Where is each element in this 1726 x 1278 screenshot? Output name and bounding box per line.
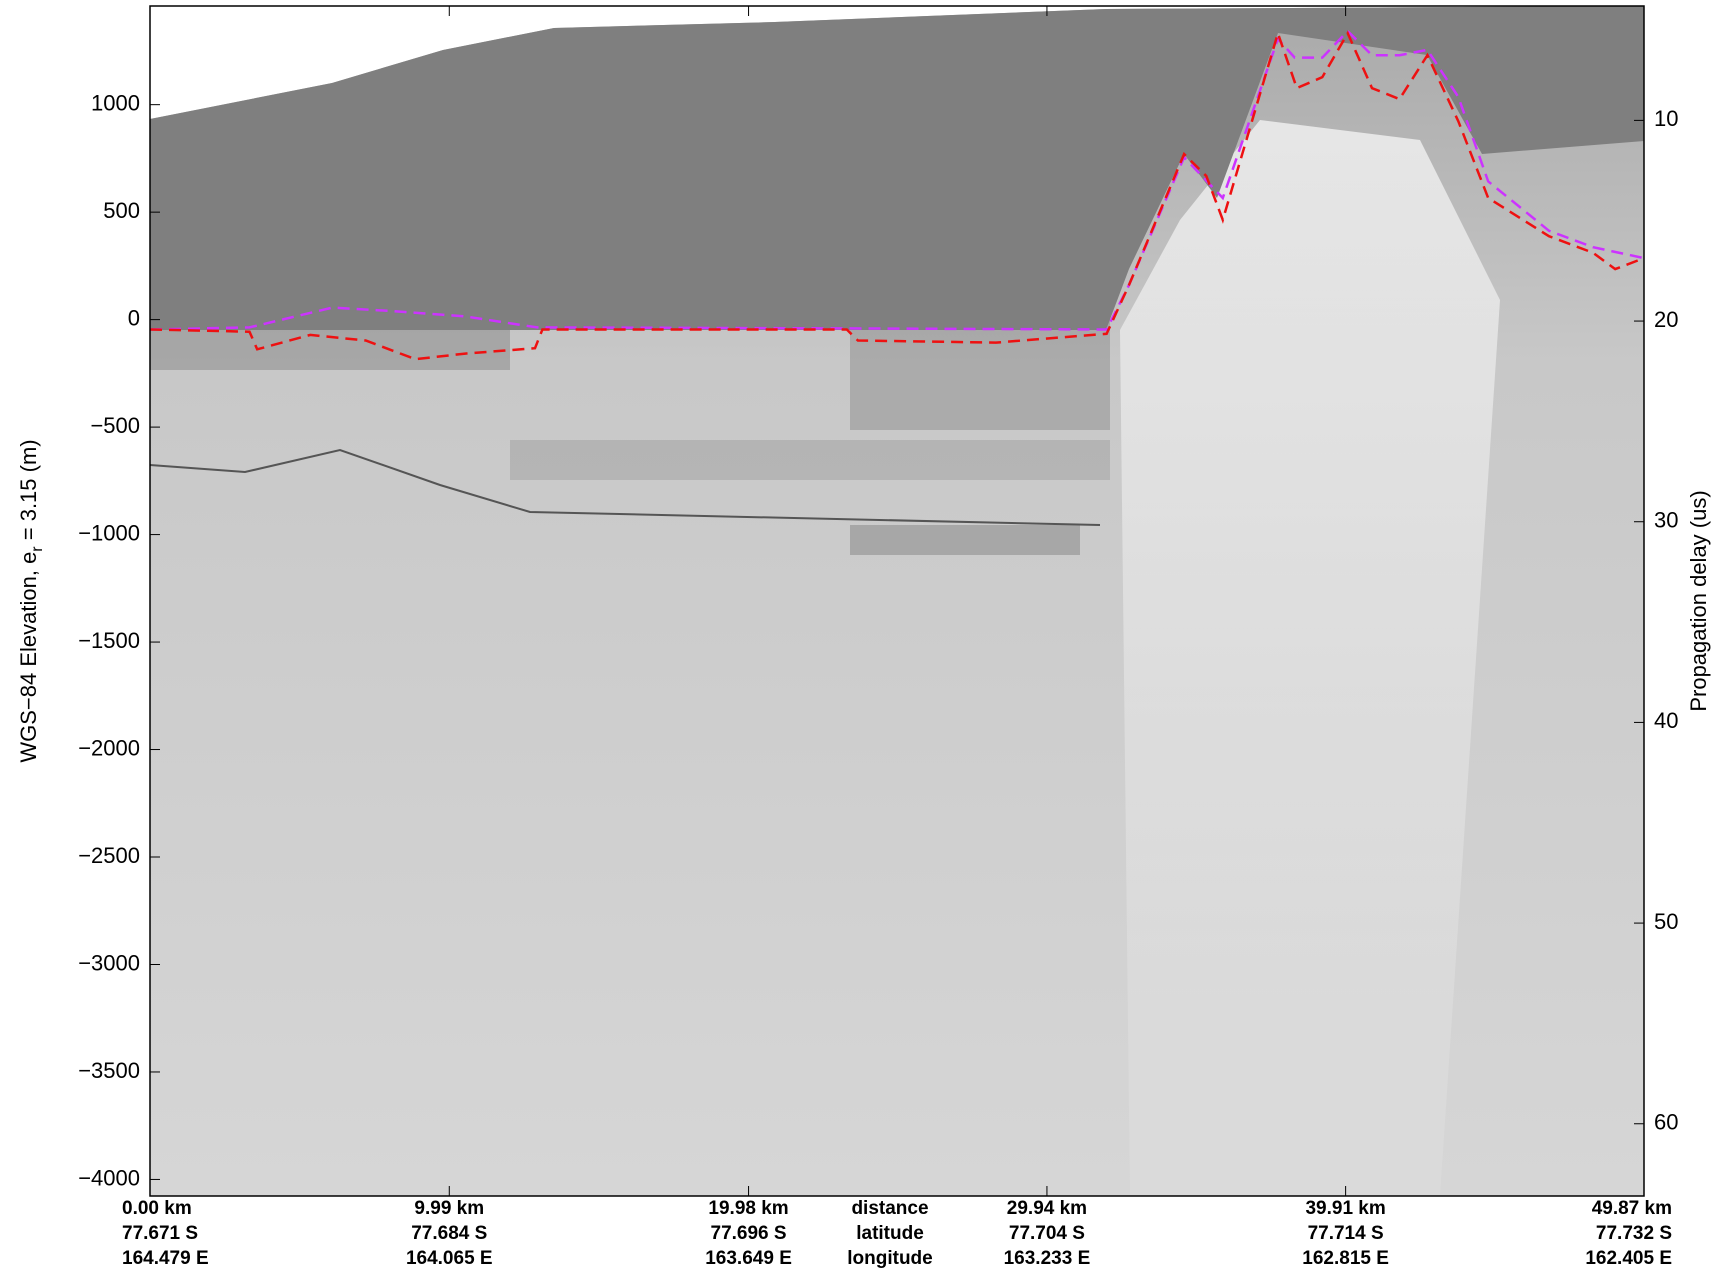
x-tick-longitude: 163.649 E <box>705 1248 792 1269</box>
x-tick-longitude: 162.405 E <box>1585 1248 1672 1269</box>
y-tick-label: −4000 <box>78 1165 140 1190</box>
y-tick-label: −2000 <box>78 735 140 760</box>
y-tick-label: 500 <box>103 198 140 223</box>
y-label-subscript: r <box>29 546 46 552</box>
y-tick-label: −2500 <box>78 843 140 868</box>
x-tick-label: 39.91 km <box>1305 1198 1385 1219</box>
y-tick-label: 0 <box>128 305 140 330</box>
x-tick-latitude: 77.732 S <box>1596 1223 1672 1244</box>
x-row-label: longitude <box>847 1248 932 1269</box>
x-row-label: latitude <box>856 1223 924 1244</box>
y2-tick-label: 60 <box>1654 1110 1678 1135</box>
x-tick-longitude: 162.815 E <box>1302 1248 1389 1269</box>
y-tick-label: 1000 <box>91 90 140 115</box>
x-tick-label: 0.00 km <box>122 1198 192 1219</box>
y-tick-label: −3000 <box>78 950 140 975</box>
x-tick-label: 19.98 km <box>708 1198 788 1219</box>
x-tick-latitude: 77.714 S <box>1308 1223 1384 1244</box>
x-tick-label: 49.87 km <box>1592 1198 1672 1219</box>
y2-tick-label: 30 <box>1654 508 1678 533</box>
x-tick-latitude: 77.684 S <box>411 1223 487 1244</box>
x-tick-latitude: 77.696 S <box>711 1223 787 1244</box>
x-tick-longitude: 164.065 E <box>406 1248 493 1269</box>
plot-frame <box>149 5 1645 1197</box>
y-tick-label: −3500 <box>78 1058 140 1083</box>
x-tick-label: 29.94 km <box>1007 1198 1087 1219</box>
y-label-suffix: = 3.15 (m) <box>16 439 41 546</box>
y-axis-label: WGS−84 Elevation, er = 3.15 (m) <box>16 439 46 762</box>
y2-axis-label: Propagation delay (us) <box>1686 490 1711 711</box>
y2-tick-label: 10 <box>1654 106 1678 131</box>
x-tick-latitude: 77.671 S <box>122 1223 198 1244</box>
x-row-label: distance <box>851 1198 928 1219</box>
y2-tick-label: 20 <box>1654 307 1678 332</box>
x-tick-latitude: 77.704 S <box>1009 1223 1085 1244</box>
x-tick-longitude: 163.233 E <box>1004 1248 1091 1269</box>
data-line <box>149 29 1645 361</box>
y2-tick-label: 50 <box>1654 909 1678 934</box>
y-tick-label: −500 <box>90 413 140 438</box>
x-tick-label: 9.99 km <box>414 1198 484 1219</box>
y2-tick-label: 40 <box>1654 708 1678 733</box>
y-tick-label: −1500 <box>78 628 140 653</box>
echogram-background <box>149 6 1644 1196</box>
y-label-main: WGS−84 Elevation, e <box>16 552 41 763</box>
x-tick-longitude: 164.479 E <box>122 1248 209 1269</box>
y-tick-label: −1000 <box>78 520 140 545</box>
data-line <box>149 29 1645 331</box>
